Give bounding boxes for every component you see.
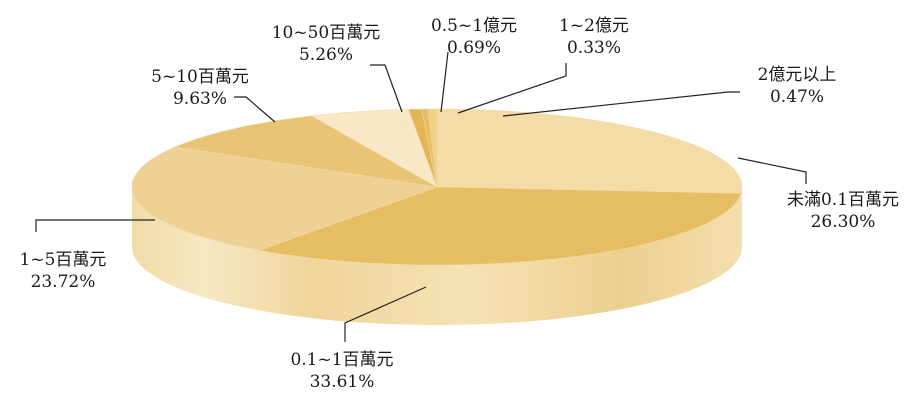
category-label-3: 5~10百萬元 <box>151 67 249 87</box>
pie-slice-7 <box>427 108 438 188</box>
category-label-4: 10~50百萬元 <box>272 23 381 43</box>
value-label-0: 26.30% <box>811 212 876 232</box>
leader-line-2 <box>35 219 155 232</box>
leader-line-7 <box>502 91 740 117</box>
category-label-0: 未滿0.1百萬元 <box>787 190 899 210</box>
category-label-5: 0.5~1億元 <box>431 16 517 36</box>
pie-side-wall <box>132 187 742 325</box>
category-label-2: 1~5百萬元 <box>20 250 107 270</box>
value-label-4: 5.26% <box>299 45 353 65</box>
leader-line-3 <box>234 96 276 123</box>
pie-slice-0 <box>436 108 743 194</box>
value-label-6: 0.33% <box>567 38 621 58</box>
leader-line-0 <box>737 157 807 184</box>
value-label-3: 9.63% <box>173 89 227 109</box>
pie-slice-2 <box>131 146 438 251</box>
leader-line-4 <box>370 64 403 113</box>
pie-slice-3 <box>174 115 438 188</box>
category-label-7: 2億元以上 <box>758 65 837 85</box>
category-label-6: 1~2億元 <box>559 16 629 36</box>
value-label-1: 33.61% <box>310 372 375 392</box>
leader-line-1 <box>344 286 427 342</box>
category-label-1: 0.1~1百萬元 <box>290 350 393 370</box>
value-label-2: 23.72% <box>31 272 96 292</box>
value-label-7: 0.47% <box>770 87 824 107</box>
value-label-5: 0.69% <box>447 38 501 58</box>
leader-line-5 <box>440 51 449 113</box>
leader-line-6 <box>457 63 567 114</box>
pie-slice-1 <box>258 186 742 266</box>
